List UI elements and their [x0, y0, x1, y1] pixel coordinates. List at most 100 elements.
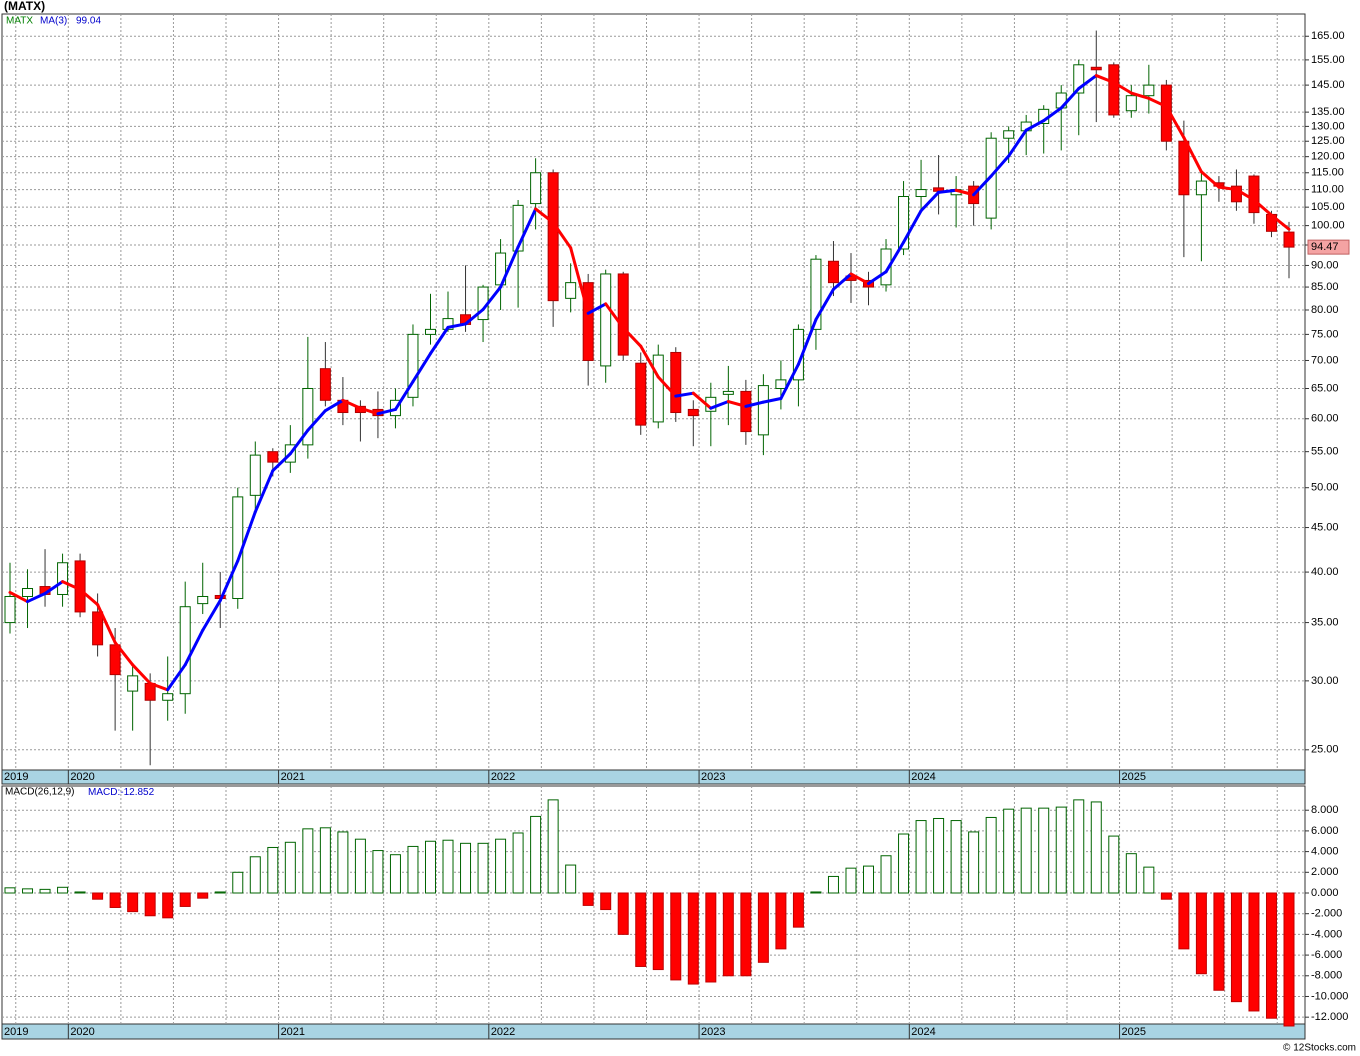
ma-line [621, 326, 643, 348]
macd-bar [232, 871, 244, 894]
candle-body [880, 248, 892, 286]
macd-bar [705, 892, 717, 983]
macd-bar [968, 831, 980, 894]
ma-line [972, 174, 993, 197]
ma-line [358, 406, 380, 416]
y-tick-label: -6.000 [1311, 949, 1342, 961]
candle-body [4, 595, 16, 624]
macd-bar [617, 892, 629, 935]
macd-bar [477, 842, 489, 894]
x-tick-label: 2020 [70, 1026, 94, 1038]
ma-line [1147, 96, 1168, 109]
ma-line [656, 375, 678, 398]
macd-bar [1108, 835, 1120, 894]
macd-bar [92, 892, 104, 900]
ma-line [1077, 74, 1098, 91]
y-tick-label: 85.00 [1311, 281, 1339, 293]
chart-title: (MATX) [4, 0, 45, 13]
x-tick-label: 2021 [281, 771, 305, 783]
macd-bar [898, 833, 910, 894]
macd-bar [460, 842, 472, 894]
footer: © 12Stocks.com [1283, 1043, 1356, 1054]
candle-body [22, 588, 34, 597]
ma-line [148, 681, 170, 692]
x-tick-label: 2021 [281, 1026, 305, 1038]
candle-body [775, 379, 787, 389]
y-tick-label: 105.00 [1311, 201, 1345, 213]
macd-bar [407, 845, 419, 894]
last-price-label: 94.47 [1311, 241, 1339, 253]
ma-line [393, 380, 415, 411]
ma-line [341, 398, 362, 410]
ma-line [61, 580, 82, 591]
ma-line [779, 362, 800, 401]
candle-body [1108, 64, 1120, 116]
candle-body [302, 387, 314, 446]
legend-ma-value: 99.04 [76, 16, 101, 27]
y-tick-label: 2.000 [1311, 866, 1339, 878]
x-tick-label: 2024 [911, 771, 935, 783]
macd-bar [810, 891, 822, 894]
ma-line [919, 190, 941, 213]
macd-bar [547, 799, 559, 894]
ma-line [867, 270, 888, 286]
x-tick-label: 2023 [701, 1026, 725, 1038]
legend-caption: MACD: [88, 787, 120, 798]
ma-line [884, 240, 906, 274]
ma-line [814, 287, 835, 322]
legend-symbol: MATX [6, 16, 33, 27]
candle-body [582, 282, 594, 361]
ma-line [446, 322, 468, 329]
ma-line [1059, 87, 1081, 110]
ma-line [26, 591, 47, 604]
macd-bar [442, 839, 454, 894]
legend-ma: MA(3) [40, 16, 67, 27]
y-tick-label: 50.00 [1311, 482, 1339, 494]
y-tick-label: 75.00 [1311, 328, 1339, 340]
macd-bar [845, 867, 857, 894]
ma-line [674, 391, 695, 398]
ma-line [96, 603, 117, 645]
candle-body [670, 351, 682, 414]
macd-bar [354, 838, 366, 894]
y-tick-label: 110.00 [1311, 183, 1344, 195]
macd-bar [652, 892, 664, 971]
macd-bar [1265, 892, 1277, 1019]
ma-line [1164, 105, 1186, 140]
last-price-box [1307, 239, 1350, 255]
ma-line [744, 400, 765, 408]
macd-bar [1248, 892, 1260, 1012]
candle-body [1195, 180, 1207, 196]
x-tick-label: 2025 [1122, 1026, 1146, 1038]
candle-body [547, 172, 559, 302]
macd-bar [57, 886, 69, 894]
macd-bar [74, 891, 86, 894]
ma-line [271, 452, 292, 473]
candle-body [635, 362, 647, 426]
candle-body [1143, 84, 1155, 97]
candle-body [1178, 140, 1190, 196]
y-tick-label: 25.00 [1311, 744, 1339, 756]
candle-body [600, 273, 612, 367]
macd-bar [600, 892, 612, 911]
macd-bar [144, 892, 156, 917]
macd-bar [1230, 892, 1242, 1003]
ma-line [499, 245, 520, 289]
ma-line [376, 407, 397, 416]
candle-body [652, 354, 664, 423]
macd-bar [249, 856, 261, 894]
macd-bar [670, 892, 682, 981]
ma-line [1112, 81, 1133, 95]
ma-line [1042, 106, 1063, 123]
macd-bar [214, 891, 226, 894]
y-tick-label: 70.00 [1311, 354, 1339, 366]
macd-bar [372, 850, 384, 894]
y-tick-label: 125.00 [1311, 135, 1345, 147]
x-tick-label: 2025 [1122, 771, 1146, 783]
ma-line [586, 302, 608, 315]
y-tick-label: 120.00 [1311, 151, 1345, 163]
legend-value: -12.852 [120, 787, 154, 798]
macd-bar [1038, 807, 1050, 894]
ma-line [1252, 198, 1273, 217]
y-tick-label: 8.000 [1311, 804, 1339, 816]
